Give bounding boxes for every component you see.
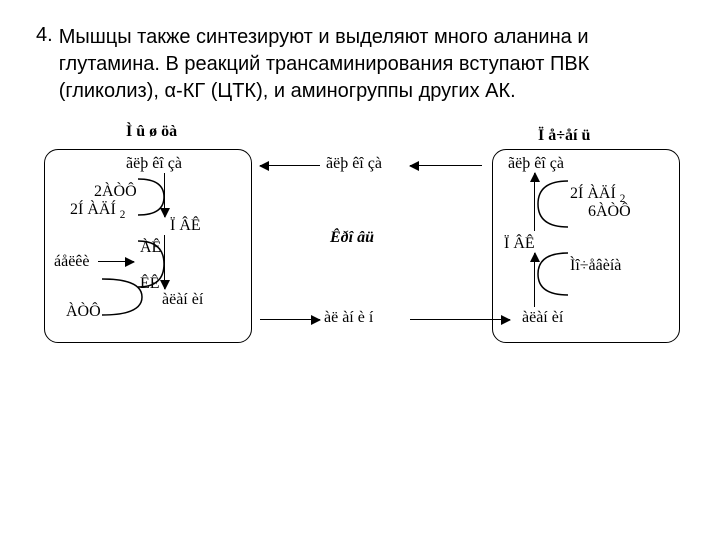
curve-left-upper <box>136 177 166 217</box>
left-l8: àëàí èí <box>162 291 203 309</box>
arrow-head-icon <box>409 161 419 171</box>
arrow-right-v-bot <box>534 253 535 307</box>
right-r6: àëàí èí <box>522 309 563 327</box>
right-r5: Ìî÷åâèíà <box>570 257 621 275</box>
left-l2: 2ÀÒÔ <box>94 183 137 201</box>
arrow-head-icon <box>125 257 135 267</box>
arrow-head-icon <box>311 315 321 325</box>
arrow-bot-right <box>410 319 510 320</box>
arrow-right-v-top <box>534 173 535 231</box>
left-l1: ãëþ êî çà <box>126 155 182 173</box>
right-r3: 6ÀÒÔ <box>588 203 631 221</box>
left-l6: áåëêè <box>54 253 90 271</box>
curve-left-atf <box>100 277 144 317</box>
diagram: Ì û ø öà Ï å÷åí ü ãëþ êî çà Êðî âü àë àí… <box>40 123 680 403</box>
arrow-belki <box>98 261 134 262</box>
arrow-head-icon <box>501 315 511 325</box>
center-mid-label: Êðî âü <box>330 229 374 247</box>
center-bot-label: àë àí è í <box>324 309 373 327</box>
heading-block: 4. Мышцы также синтезируют и выделяют мн… <box>36 24 684 105</box>
left-l3: 2Í ÀÄÍ 2 <box>70 201 125 221</box>
heading-number: 4. <box>36 24 53 47</box>
arrow-head-icon <box>259 161 269 171</box>
arrow-bot-left <box>260 319 320 320</box>
arrow-top-left <box>260 165 320 166</box>
right-r4: Ï ÂÊ <box>504 235 535 253</box>
left-l9: ÀÒÔ <box>66 303 101 321</box>
left-l4: Ï ÂÊ <box>170 217 201 235</box>
heading-text: Мышцы также синтезируют и выделяют много… <box>59 24 684 105</box>
curve-right-upper <box>536 179 570 229</box>
arrow-top-right <box>410 165 482 166</box>
right-box-title: Ï å÷åí ü <box>538 127 590 145</box>
curve-right-lower <box>536 251 570 297</box>
left-box-title: Ì û ø öà <box>126 123 177 141</box>
page: 4. Мышцы также синтезируют и выделяют мн… <box>0 0 720 540</box>
right-r1: ãëþ êî çà <box>508 155 564 173</box>
center-top-label: ãëþ êî çà <box>326 155 382 173</box>
